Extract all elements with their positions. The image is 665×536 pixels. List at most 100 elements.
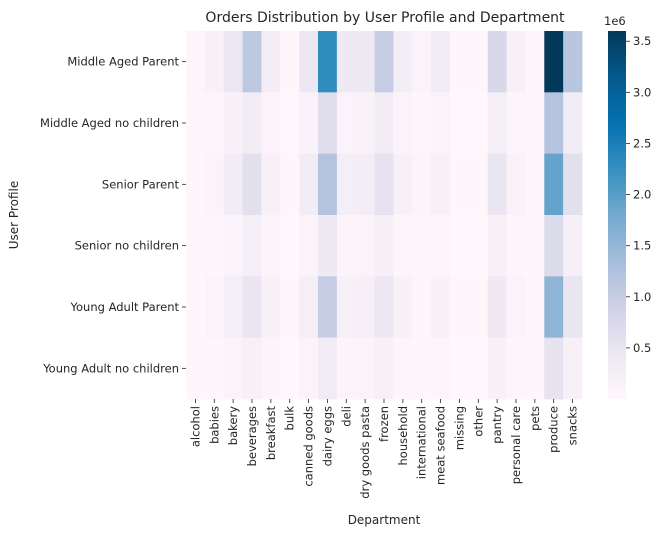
heatmap-cell <box>563 31 583 93</box>
heatmap-cell <box>280 276 300 339</box>
heatmap-cell <box>468 215 489 277</box>
heatmap-cell <box>186 31 206 93</box>
y-tick-label: Young Adult no children <box>42 361 179 375</box>
heatmap-cell <box>355 31 375 93</box>
heatmap-cell <box>563 215 583 277</box>
x-tick-label: babies <box>207 406 221 444</box>
x-tick-label: pantry <box>490 406 504 444</box>
heatmap-cell <box>223 276 243 339</box>
heatmap-cell <box>525 215 545 277</box>
heatmap-cell <box>544 276 564 339</box>
heatmap-cell <box>431 337 451 400</box>
colorbar-tick-label: 1.0 <box>633 290 651 304</box>
heatmap-cell <box>544 337 564 400</box>
heatmap-cell <box>223 153 243 216</box>
heatmap-cell <box>204 215 225 277</box>
heatmap-cell <box>280 153 300 216</box>
x-tick-label: personal care <box>509 406 523 484</box>
heatmap-cell <box>450 337 470 400</box>
colorbar-tick-label: 2.0 <box>633 188 651 202</box>
heatmap-cell <box>186 276 206 339</box>
x-tick-label: dairy eggs <box>320 406 334 466</box>
heatmap-cell <box>186 92 206 155</box>
x-tick-label: dry goods pasta <box>358 406 372 499</box>
heatmap-cell <box>468 337 489 400</box>
heatmap-cell <box>318 92 338 155</box>
x-tick-label: produce <box>547 406 561 453</box>
heatmap-cell <box>223 92 243 155</box>
x-axis-ticks: alcohol babies bakery beverages breakfast bul… <box>188 399 580 499</box>
heatmap-cell <box>487 92 507 155</box>
heatmap-cell <box>431 153 451 216</box>
heatmap-cell <box>374 31 394 93</box>
colorbar-tick-label: 2.5 <box>633 136 651 150</box>
heatmap-cell <box>261 215 281 277</box>
heatmap-cell <box>204 153 225 216</box>
heatmap-cell <box>242 31 262 93</box>
heatmap-cell <box>468 153 489 216</box>
heatmap-cells <box>186 31 583 400</box>
y-axis-label: User Profile <box>7 181 21 249</box>
x-tick-label: other <box>471 406 485 437</box>
heatmap-cell <box>412 337 432 400</box>
heatmap-cell <box>431 215 451 277</box>
heatmap-cell <box>544 153 564 216</box>
heatmap-cell <box>544 215 564 277</box>
heatmap-cell <box>355 215 375 277</box>
heatmap-cell <box>544 92 564 155</box>
x-tick-label: alcohol <box>188 406 202 447</box>
x-tick-label: breakfast <box>264 406 278 461</box>
heatmap-cell <box>318 276 338 339</box>
heatmap-cell <box>355 153 375 216</box>
heatmap-cell <box>506 215 526 277</box>
heatmap-cell <box>506 276 526 339</box>
heatmap-cell <box>431 92 451 155</box>
heatmap-cell <box>412 153 432 216</box>
heatmap-cell <box>506 337 526 400</box>
heatmap-cell <box>544 31 564 93</box>
x-tick-label: frozen <box>377 406 391 442</box>
heatmap-cell <box>393 276 413 339</box>
x-tick-label: canned goods <box>302 406 316 487</box>
heatmap-cell <box>412 215 432 277</box>
heatmap-cell <box>450 31 470 93</box>
heatmap-cell <box>280 31 300 93</box>
heatmap-cell <box>525 31 545 93</box>
heatmap-cell <box>261 31 281 93</box>
heatmap-cell <box>563 153 583 216</box>
chart-title: Orders Distribution by User Profile and … <box>205 10 565 26</box>
heatmap-cell <box>318 337 338 400</box>
heatmap-cell <box>242 92 262 155</box>
x-tick-label: pets <box>528 406 542 431</box>
heatmap-cell <box>450 153 470 216</box>
heatmap-cell <box>355 337 375 400</box>
colorbar-tick-label: 3.0 <box>633 85 651 99</box>
heatmap-cell <box>204 337 225 400</box>
heatmap-cell <box>261 153 281 216</box>
heatmap-cell <box>525 276 545 339</box>
heatmap-cell <box>318 153 338 216</box>
heatmap-cell <box>223 31 243 93</box>
heatmap-cell <box>450 92 470 155</box>
heatmap-cell <box>336 276 357 339</box>
heatmap-cell <box>336 337 357 400</box>
heatmap-cell <box>468 31 489 93</box>
heatmap-cell <box>393 153 413 216</box>
x-tick-label: snacks <box>566 406 580 445</box>
heatmap-cell <box>299 337 319 400</box>
x-tick-label: international <box>415 406 429 479</box>
colorbar-multiplier: 1e6 <box>604 14 626 28</box>
heatmap-cell <box>393 215 413 277</box>
heatmap-cell <box>374 153 394 216</box>
heatmap-cell <box>318 215 338 277</box>
x-tick-label: bulk <box>283 406 297 431</box>
heatmap-cell <box>450 276 470 339</box>
heatmap-cell <box>261 276 281 339</box>
heatmap-cell <box>242 337 262 400</box>
heatmap-cell <box>280 92 300 155</box>
x-tick-label: missing <box>452 406 466 450</box>
colorbar-ticks: 0.5 1.0 1.5 2.0 2.5 3.0 3.5 <box>626 34 651 355</box>
heatmap-cell <box>393 337 413 400</box>
heatmap-cell <box>186 337 206 400</box>
heatmap-cell <box>506 31 526 93</box>
